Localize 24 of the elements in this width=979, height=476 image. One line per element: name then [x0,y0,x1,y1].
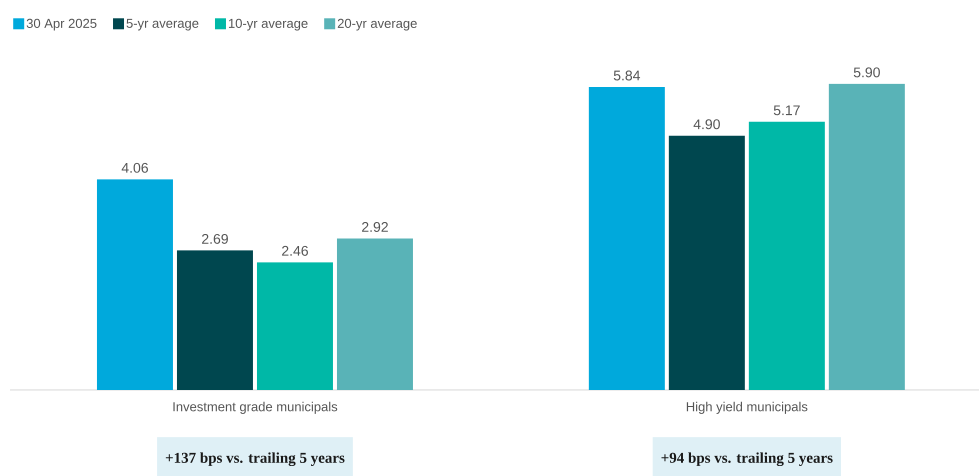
legend-label: 30 Apr 2025 [26,18,96,31]
text: +94 bps vs. trailing 5 years [661,452,833,466]
data-label: 2.92 [362,222,388,232]
bar [828,84,905,390]
x-tick-label: High yield municipals [686,402,808,414]
bar [588,86,665,390]
data-label: 5.84 [614,70,640,80]
bar [336,238,413,390]
data-label: 5.17 [774,105,800,116]
bar [96,179,173,390]
data-label: 2.69 [202,234,228,244]
bar [668,136,745,390]
data-label: 4.90 [694,119,720,130]
data-label: 5.90 [854,67,880,78]
legend-label: 5-yr average [126,18,198,30]
legend-label: 10-yr average [228,18,308,31]
text: +137 bps vs. trailing 5 years [166,452,344,466]
legend-label: 20-yr average [338,18,417,31]
bar [176,250,253,390]
x-tick-label: Investment grade municipals [173,402,338,414]
bar [748,122,825,390]
bar [256,262,333,390]
data-label: 2.46 [282,246,308,256]
data-label: 4.06 [122,162,148,173]
